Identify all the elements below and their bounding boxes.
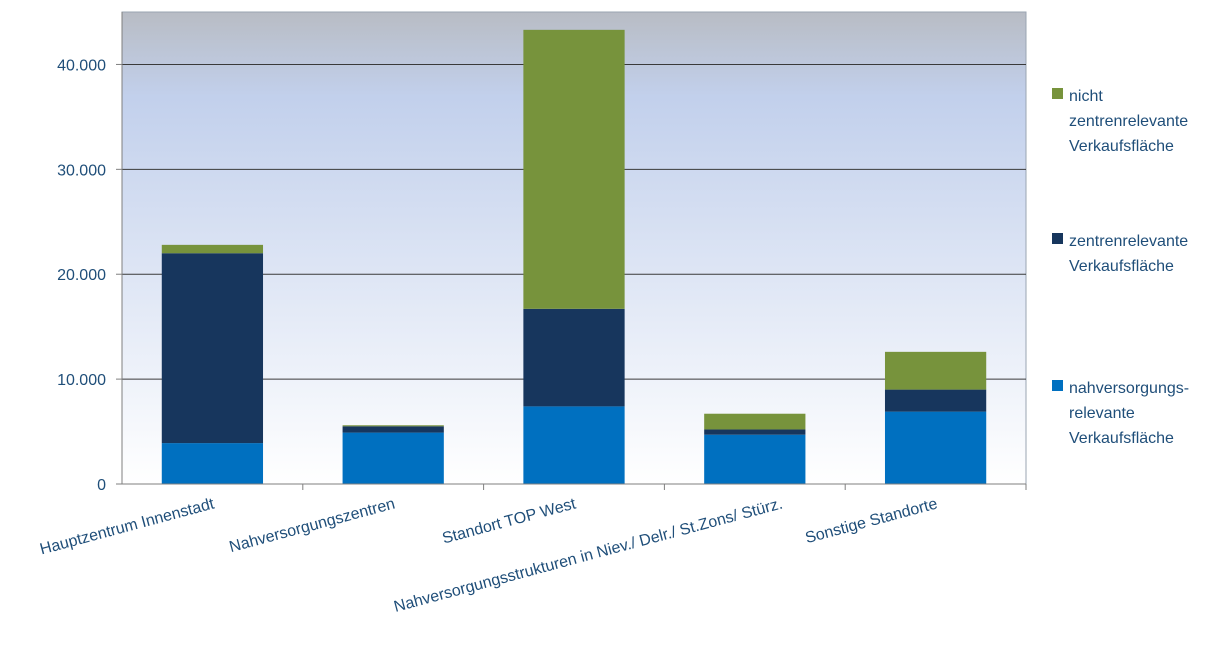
bar-segment	[342, 432, 444, 484]
bar-segment	[523, 308, 625, 407]
bar-segment	[342, 425, 444, 427]
bar-segment	[884, 389, 987, 412]
x-tick-label: Hauptzentrum Innenstadt	[38, 495, 216, 558]
y-tick-label: 30.000	[57, 162, 106, 179]
bar-segment	[704, 413, 806, 430]
x-tick-label: Nahversorgungsstrukturen in Niev./ Delr.…	[392, 495, 784, 615]
bar-segment	[884, 411, 987, 484]
bar-segment	[161, 253, 264, 444]
x-tick-label: Standort TOP West	[440, 495, 578, 547]
x-tick-label: Nahversorgungszentren	[228, 495, 397, 556]
legend-label-nahversorgungsrelevant: nahversorgungs- relevante Verkaufsfläche	[1069, 380, 1190, 447]
legend-swatch-nicht-zentrenrelevant	[1052, 88, 1063, 99]
legend-label-zentrenrelevant: zentrenrelevante Verkaufsfläche	[1069, 233, 1189, 275]
bar-segment	[161, 443, 264, 484]
bar-segment	[704, 434, 806, 484]
bar-segment	[342, 426, 444, 433]
bar-segment	[161, 244, 264, 254]
y-tick-label: 40.000	[57, 57, 106, 74]
bar-segment	[704, 429, 806, 435]
y-tick-label: 10.000	[57, 372, 106, 389]
y-tick-label: 0	[97, 477, 106, 494]
legend-swatch-zentrenrelevant	[1052, 233, 1063, 244]
bar-segment	[523, 406, 625, 484]
x-tick-label: Sonstige Standorte	[803, 495, 939, 547]
bar-segment	[884, 351, 987, 390]
legend-swatch-nahversorgungsrelevant	[1052, 380, 1063, 391]
legend-label-nicht-zentrenrelevant: nicht zentrenrelevante Verkaufsfläche	[1069, 88, 1189, 155]
y-tick-label: 20.000	[57, 267, 106, 284]
bar-segment	[523, 29, 625, 309]
